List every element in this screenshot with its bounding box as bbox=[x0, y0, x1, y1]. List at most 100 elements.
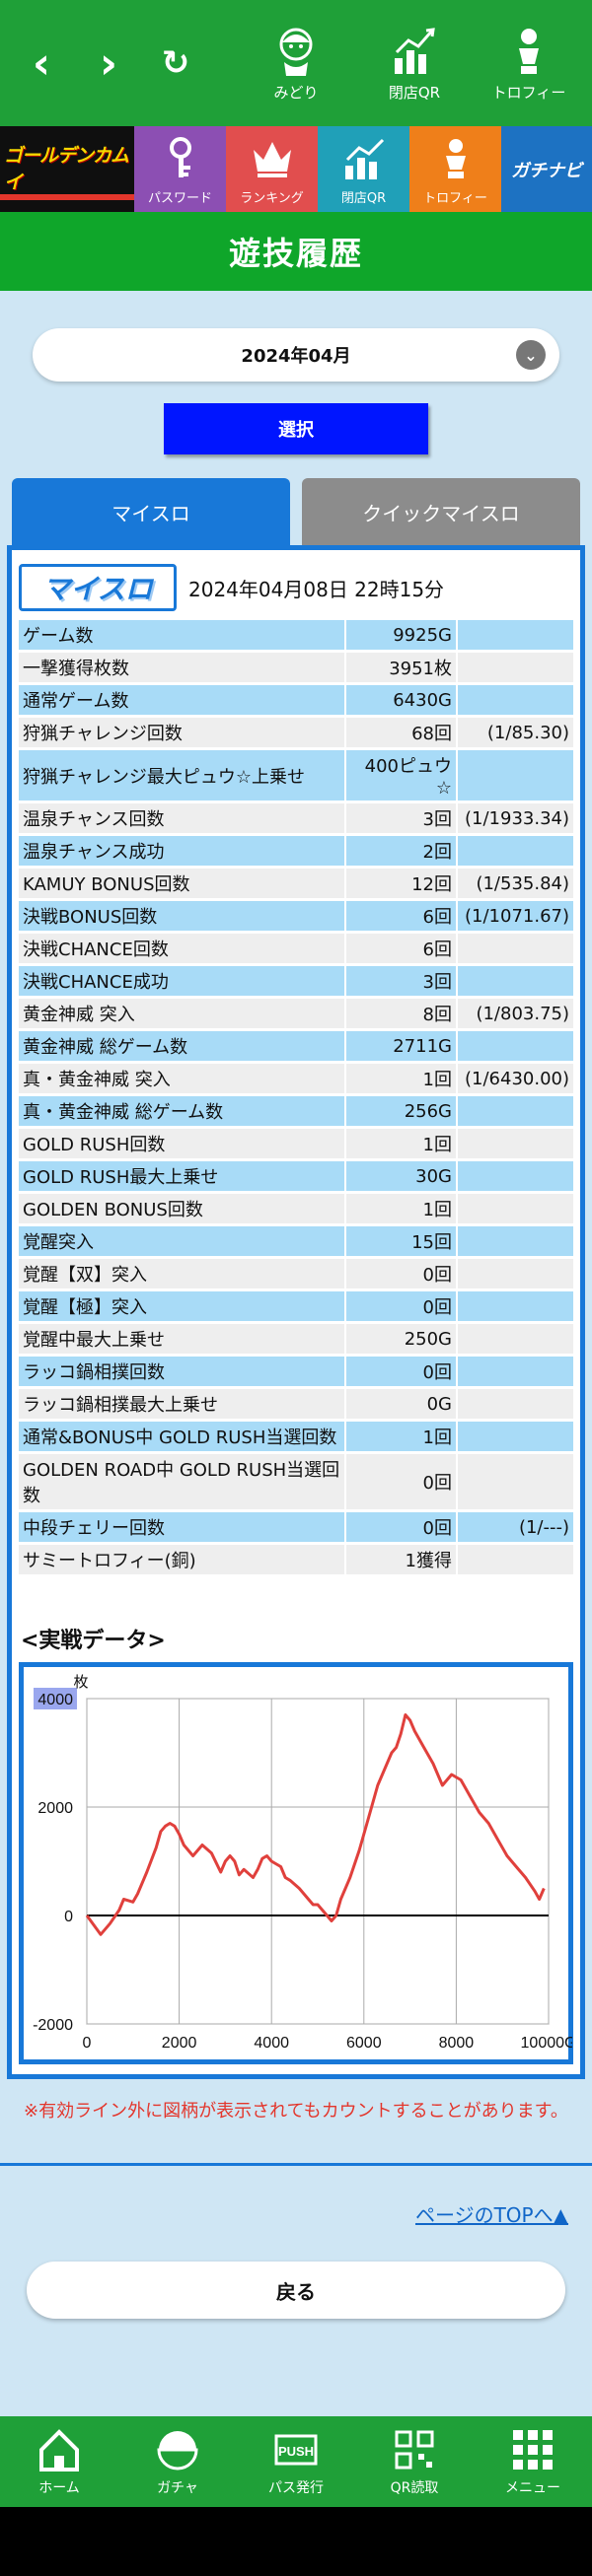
stat-value: 3951枚 bbox=[344, 653, 458, 682]
stats-row: 真・黄金神威 総ゲーム数 256G bbox=[19, 1096, 573, 1126]
stat-value: 12回 bbox=[344, 869, 458, 898]
stats-row: サミートロフィー(銅) 1獲得 bbox=[19, 1545, 573, 1574]
chart-x-tick-label: 10000G bbox=[521, 2035, 572, 2052]
reload-icon[interactable]: ↻ bbox=[161, 43, 190, 83]
stat-label: 真・黄金神威 総ゲーム数 bbox=[19, 1096, 344, 1126]
stats-row: GOLDEN BONUS回数 1回 bbox=[19, 1194, 573, 1223]
chart-x-tick-label: 8000 bbox=[439, 2035, 475, 2052]
stat-label: 通常&BONUS中 GOLD RUSH当選回数 bbox=[19, 1422, 344, 1451]
quick-closing-qr-button[interactable]: 閉店QR bbox=[365, 0, 464, 126]
month-select-value: 2024年04月 bbox=[241, 346, 351, 367]
stat-value: 0回 bbox=[344, 1454, 458, 1509]
qr-chart-icon bbox=[344, 138, 384, 179]
bottom-nav-bar: ホーム ガチャ PUSH パス発行 QR読取 bbox=[0, 2416, 592, 2507]
bottom-nav-qr[interactable]: QR読取 bbox=[355, 2416, 474, 2507]
bottom-nav-gacha-label: ガチャ bbox=[157, 2480, 198, 2496]
stat-value: 8回 bbox=[344, 999, 458, 1028]
stat-value: 15回 bbox=[344, 1226, 458, 1256]
bottom-nav-gacha[interactable]: ガチャ bbox=[118, 2416, 237, 2507]
menu-grid-icon bbox=[513, 2430, 553, 2470]
stat-ratio: (1/535.84) bbox=[458, 869, 573, 898]
tile-ranking[interactable]: ランキング bbox=[226, 126, 318, 212]
chart-x-tick-label: 4000 bbox=[254, 2035, 289, 2052]
quick-trophy-button[interactable]: トロフィー bbox=[480, 0, 578, 126]
stat-ratio: (1/1071.67) bbox=[458, 901, 573, 931]
stat-label: 覚醒【極】突入 bbox=[19, 1291, 344, 1321]
chart-y-tick-label: 4000 bbox=[37, 1692, 73, 1708]
tile-trophy[interactable]: トロフィー bbox=[409, 126, 501, 212]
stat-ratio bbox=[458, 836, 573, 866]
stat-value: 1回 bbox=[344, 1422, 458, 1451]
stat-label: GOLD RUSH最大上乗せ bbox=[19, 1161, 344, 1191]
bottom-nav-pass[interactable]: PUSH パス発行 bbox=[237, 2416, 355, 2507]
quick-midori-label: みどり bbox=[273, 83, 319, 102]
stats-row: 温泉チャンス成功 2回 bbox=[19, 836, 573, 866]
stat-ratio bbox=[458, 1129, 573, 1158]
bottom-nav-pass-label: パス発行 bbox=[268, 2480, 324, 2496]
stat-label: 決戦BONUS回数 bbox=[19, 901, 344, 931]
stat-label: 決戦CHANCE回数 bbox=[19, 934, 344, 963]
chart-section-title: <実戦データ> bbox=[21, 1629, 166, 1653]
stat-label: 決戦CHANCE成功 bbox=[19, 966, 344, 996]
crown-icon bbox=[253, 142, 291, 177]
stats-row: 真・黄金神威 突入 1回 (1/6430.00) bbox=[19, 1064, 573, 1093]
midori-character-icon bbox=[279, 28, 313, 76]
tile-trophy-label: トロフィー bbox=[423, 191, 487, 206]
tile-gachinavi[interactable]: ガチナビ bbox=[501, 126, 592, 212]
month-select[interactable]: 2024年04月 ⌄ bbox=[33, 328, 559, 382]
stat-label: ラッコ鍋相撲回数 bbox=[19, 1357, 344, 1386]
stats-row: 一撃獲得枚数 3951枚 bbox=[19, 653, 573, 682]
stat-ratio bbox=[458, 620, 573, 650]
bottom-nav-menu[interactable]: メニュー bbox=[474, 2416, 592, 2507]
bottom-nav-menu-label: メニュー bbox=[505, 2480, 560, 2496]
chart-y-axis-unit: 枚 bbox=[73, 1674, 88, 1691]
back-button[interactable]: 戻る bbox=[27, 2262, 565, 2320]
tab-bar: マイスロ クイックマイスロ bbox=[12, 478, 580, 545]
stat-label: 覚醒【双】突入 bbox=[19, 1259, 344, 1288]
stat-value: 3回 bbox=[344, 966, 458, 996]
chart-x-tick-label: 0 bbox=[83, 2035, 92, 2052]
stats-row: 通常&BONUS中 GOLD RUSH当選回数 1回 bbox=[19, 1422, 573, 1451]
forward-arrow-icon[interactable]: › bbox=[99, 37, 118, 89]
stats-row: 決戦BONUS回数 6回 (1/1071.67) bbox=[19, 901, 573, 931]
stat-ratio: (1/---) bbox=[458, 1512, 573, 1542]
slump-chart-svg: 0 2000 4000 6000 8000 10000G 4000 2000 0 -2000 枚 bbox=[33, 1674, 572, 2052]
stat-label: 狩猟チャレンジ最大ピュウ☆上乗せ bbox=[19, 750, 344, 801]
stat-ratio bbox=[458, 1031, 573, 1061]
stats-row: ラッコ鍋相撲最大上乗せ 0G bbox=[19, 1389, 573, 1419]
gacha-icon bbox=[157, 2431, 198, 2471]
stats-row: KAMUY BONUS回数 12回 (1/535.84) bbox=[19, 869, 573, 898]
stat-label: KAMUY BONUS回数 bbox=[19, 869, 344, 898]
tab-quick-myslo[interactable]: クイックマイスロ bbox=[302, 478, 580, 545]
back-arrow-icon[interactable]: ‹ bbox=[32, 37, 51, 89]
stat-label: 温泉チャンス成功 bbox=[19, 836, 344, 866]
golden-kamuy-logo-tile[interactable]: ゴールデンカムイ bbox=[0, 126, 134, 212]
page-top-link[interactable]: ページのTOPへ▲ bbox=[414, 2203, 568, 2228]
trophy-figure-icon bbox=[519, 28, 539, 74]
menu-tiles: ゴールデンカムイ パスワード ランキング bbox=[0, 126, 592, 212]
stat-ratio: (1/1933.34) bbox=[458, 803, 573, 833]
stat-ratio bbox=[458, 1226, 573, 1256]
stat-value: 2711G bbox=[344, 1031, 458, 1061]
stat-label: 通常ゲーム数 bbox=[19, 685, 344, 715]
stats-row: 通常ゲーム数 6430G bbox=[19, 685, 573, 715]
tab-myslo[interactable]: マイスロ bbox=[12, 478, 290, 545]
stats-row: 中段チェリー回数 0回 (1/---) bbox=[19, 1512, 573, 1542]
stat-ratio bbox=[458, 966, 573, 996]
chart-y-tick-label: 2000 bbox=[37, 1800, 73, 1817]
stat-value: 1回 bbox=[344, 1194, 458, 1223]
quick-midori-button[interactable]: みどり bbox=[247, 0, 345, 126]
stats-row: 黄金神威 突入 8回 (1/803.75) bbox=[19, 999, 573, 1028]
svg-text:PUSH: PUSH bbox=[278, 2444, 314, 2459]
qr-chart-icon bbox=[395, 27, 435, 74]
stats-row: 黄金神威 総ゲーム数 2711G bbox=[19, 1031, 573, 1061]
select-button[interactable]: 選択 bbox=[164, 403, 428, 454]
tile-password[interactable]: パスワード bbox=[134, 126, 226, 212]
stat-value: 68回 bbox=[344, 718, 458, 747]
stat-ratio bbox=[458, 1259, 573, 1288]
stat-label: 狩猟チャレンジ回数 bbox=[19, 718, 344, 747]
bottom-nav-home[interactable]: ホーム bbox=[0, 2416, 118, 2507]
chart-y-tick-highlight bbox=[34, 1688, 77, 1709]
tile-closing-qr[interactable]: 閉店QR bbox=[318, 126, 409, 212]
stat-ratio: (1/803.75) bbox=[458, 999, 573, 1028]
